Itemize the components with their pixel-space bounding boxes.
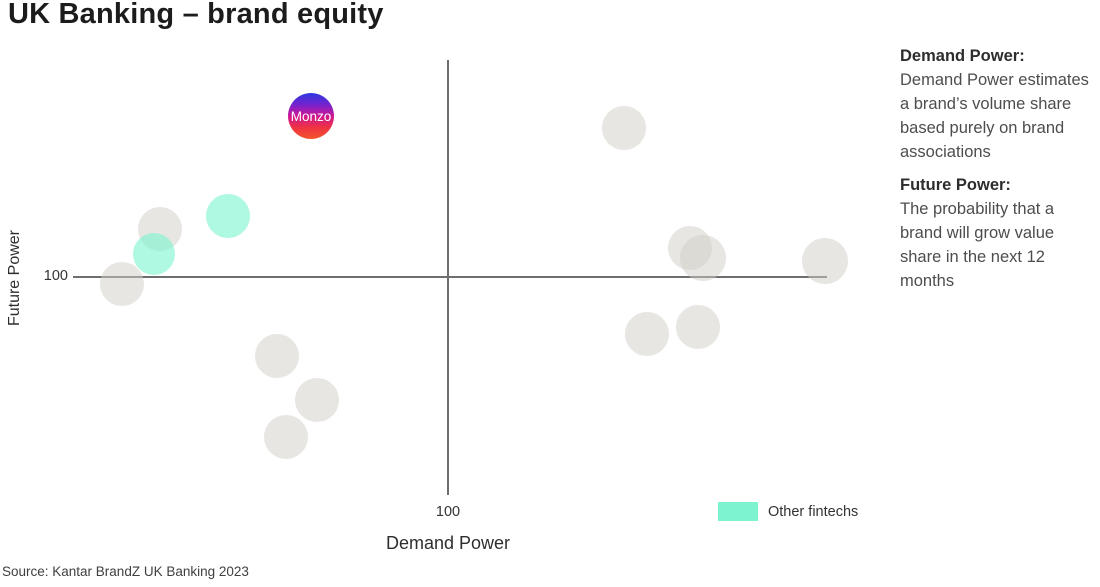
bubble-bank (676, 305, 720, 349)
definition-body: Demand Power estimates a brand’s volume … (900, 71, 1089, 161)
legend-label: Other fintechs (768, 503, 859, 520)
y-axis-title: Future Power (6, 229, 23, 327)
legend-swatch-other-fintechs (718, 502, 758, 521)
bubble-bank (602, 106, 646, 150)
bubble-monzo: Monzo (288, 93, 334, 139)
source-note: Source: Kantar BrandZ UK Banking 2023 (2, 564, 249, 579)
definition-heading: Future Power: (900, 176, 1011, 194)
definitions-panel: Demand Power: Demand Power estimates a b… (900, 44, 1096, 302)
bubble-bank (802, 238, 848, 284)
bubble-bank (100, 262, 144, 306)
bubble-fintech (206, 194, 250, 238)
bubble-bank (295, 378, 339, 422)
definition-future-power: Future Power: The probability that a bra… (900, 173, 1096, 293)
x-axis-tick-label: 100 (435, 504, 461, 520)
page-title: UK Banking – brand equity (8, 0, 384, 30)
bubble-fintech (133, 233, 175, 275)
legend: Other fintechs (718, 502, 858, 521)
bubble-bank (680, 235, 726, 281)
x-axis-line (73, 276, 827, 278)
x-axis-title: Demand Power (385, 533, 511, 553)
bubble-bank (255, 334, 299, 378)
definition-body: The probability that a brand will grow v… (900, 200, 1055, 290)
bubble-bank (625, 312, 669, 356)
y-axis-tick-label: 100 (43, 268, 68, 284)
definition-heading: Demand Power: (900, 47, 1025, 65)
definition-demand-power: Demand Power: Demand Power estimates a b… (900, 44, 1096, 164)
bubble-bank (264, 415, 308, 459)
y-axis-line (447, 60, 449, 495)
